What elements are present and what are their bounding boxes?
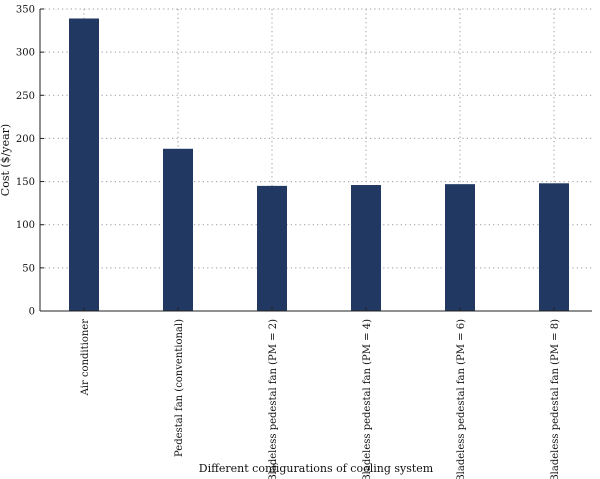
x-tick-label-5: Bladeless pedestal fan (PM = 8) — [550, 319, 561, 479]
y-tick-labels: 0 50 100 150 200 250 300 350 — [16, 5, 44, 318]
y-tick-label-350: 350 — [16, 5, 35, 16]
y-tick-label-50: 50 — [22, 263, 35, 274]
y-tick-label-300: 300 — [16, 48, 35, 59]
y-tick-label-200: 200 — [16, 134, 35, 145]
y-axis-label: Cost ($/year) — [0, 124, 12, 196]
x-tick-labels: Air conditioner Pedestal fan (conventiona… — [80, 307, 561, 479]
bar-0 — [69, 18, 99, 312]
y-tick-label-0: 0 — [29, 307, 35, 318]
y-tick-label-250: 250 — [16, 91, 35, 102]
x-tick-label-2: Bladeless pedestal fan (PM = 2) — [268, 319, 279, 479]
bar-1 — [163, 148, 193, 311]
y-tick-label-100: 100 — [16, 220, 35, 231]
x-tick-label-3: Bladeless pedestal fan (PM = 4) — [362, 319, 373, 479]
x-tick-label-1: Pedestal fan (conventional) — [174, 319, 185, 457]
axes — [39, 9, 592, 312]
bars — [69, 18, 569, 312]
bar-2 — [257, 185, 287, 311]
grid-lines — [40, 8, 592, 311]
bar-3 — [351, 185, 381, 311]
bar-5 — [539, 183, 569, 311]
y-tick-label-150: 150 — [16, 177, 35, 188]
x-axis-label: Different configurations of cooling syst… — [199, 462, 434, 475]
x-tick-label-4: Bladeless pedestal fan (PM = 6) — [456, 319, 467, 479]
bar-4 — [445, 184, 475, 311]
x-tick-label-0: Air conditioner — [80, 319, 91, 397]
